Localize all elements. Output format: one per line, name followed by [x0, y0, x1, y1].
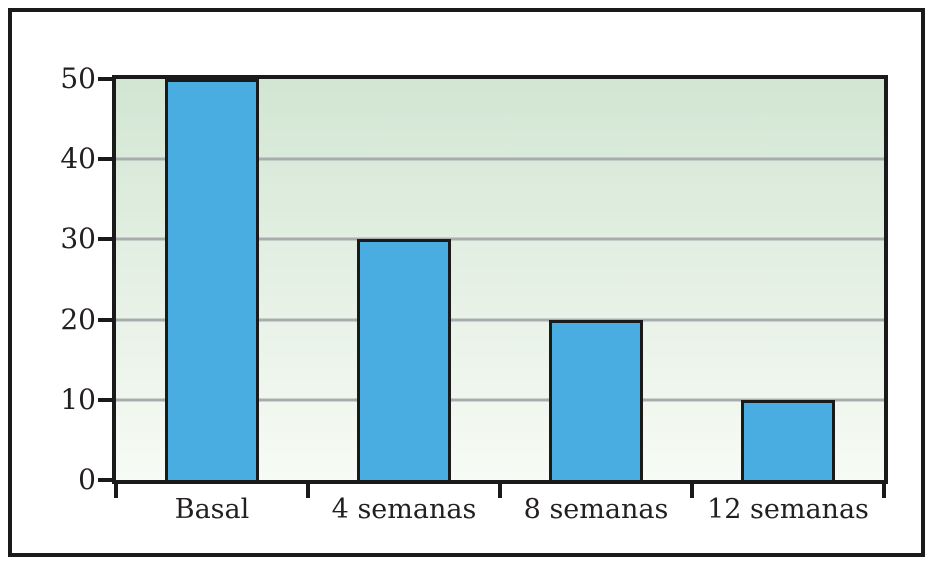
x-tick-1: [306, 484, 310, 498]
chart-frame: 0 10 20 30 40 50 Basal 4 semanas 8 semanas 12 sem…: [8, 8, 925, 557]
bar-4-semanas: [357, 239, 451, 480]
x-tick-2: [498, 484, 502, 498]
bar-basal: [165, 79, 259, 480]
bar-12-semanas: [741, 400, 835, 480]
y-tick-label-20: 20: [60, 302, 96, 336]
y-tick-label-30: 30: [60, 222, 96, 256]
x-category-label-12-semanas: 12 semanas: [707, 494, 869, 525]
y-tick-10: [98, 397, 112, 402]
plot-area: [112, 75, 888, 484]
x-tick-3: [690, 484, 694, 498]
y-tick-label-0: 0: [78, 463, 96, 496]
bar-8-semanas: [549, 320, 643, 480]
bar-chart: 0 10 20 30 40 50 Basal 4 semanas 8 semanas 12 sem…: [12, 12, 921, 553]
x-category-label-4-semanas: 4 semanas: [331, 494, 477, 525]
y-tick-40: [98, 157, 112, 162]
x-category-label-basal: Basal: [174, 494, 250, 525]
y-tick-label-40: 40: [60, 142, 96, 176]
y-tick-30: [98, 237, 112, 242]
y-tick-label-50: 50: [60, 62, 96, 95]
gridline-40: [116, 157, 884, 161]
y-tick-label-10: 10: [60, 382, 96, 416]
y-tick-20: [98, 317, 112, 322]
x-tick-4: [882, 484, 886, 498]
x-category-label-8-semanas: 8 semanas: [523, 494, 669, 525]
gridline-20: [116, 318, 884, 322]
gridline-30: [116, 237, 884, 241]
plot-inner-area: [116, 79, 884, 480]
y-tick-50: [98, 77, 112, 81]
y-tick-0: [98, 478, 112, 482]
gridline-10: [116, 398, 884, 402]
x-tick-0: [114, 484, 118, 498]
